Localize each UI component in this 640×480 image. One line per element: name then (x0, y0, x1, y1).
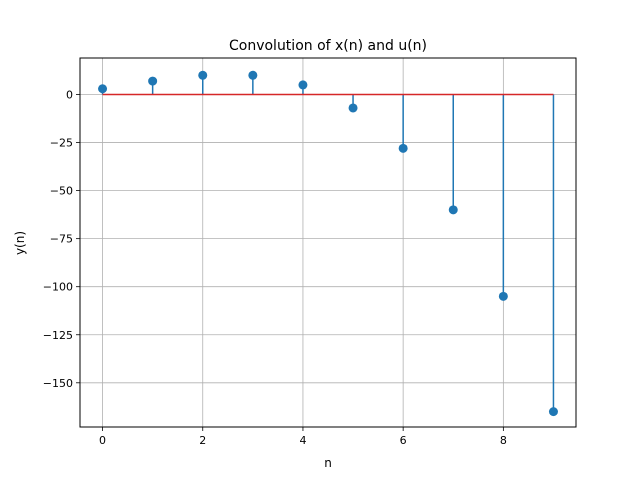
data-point (348, 103, 358, 113)
y-tick-label: −100 (43, 281, 73, 294)
x-tick-label: 6 (400, 434, 407, 447)
chart-title: Convolution of x(n) and u(n) (229, 38, 427, 54)
y-tick-label: −150 (43, 377, 73, 390)
data-point (198, 70, 208, 80)
markers (98, 70, 558, 417)
x-tick-label: 8 (500, 434, 507, 447)
data-point (498, 291, 508, 301)
y-tick-label: −75 (50, 233, 73, 246)
data-point (448, 205, 458, 215)
x-tick-label: 4 (299, 434, 306, 447)
y-tick-label: −125 (43, 329, 73, 342)
data-point (298, 80, 308, 90)
data-point (148, 76, 158, 86)
plot-frame (79, 57, 577, 428)
x-axis-label: n (324, 456, 332, 470)
ticks: 0 2 4 6 8 0 −25 −50 −75 −100 −125 −150 (43, 89, 507, 447)
data-point (398, 143, 408, 153)
y-tick-label: −25 (50, 137, 73, 150)
x-tick-label: 2 (199, 434, 206, 447)
x-tick-label: 0 (99, 434, 106, 447)
y-axis-label: y(n) (13, 231, 27, 255)
data-point (98, 84, 108, 94)
data-point (248, 70, 258, 80)
y-tick-label: 0 (66, 89, 73, 102)
data-point (548, 407, 558, 417)
y-tick-label: −50 (50, 185, 73, 198)
